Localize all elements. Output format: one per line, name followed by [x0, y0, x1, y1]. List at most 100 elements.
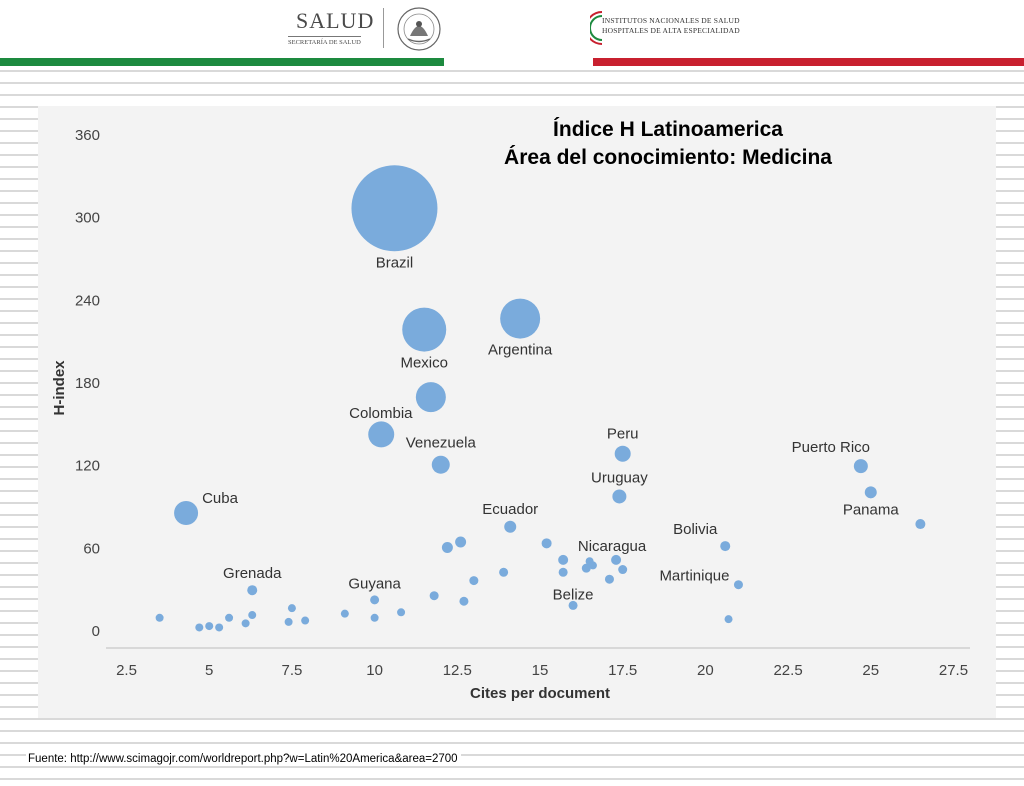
chart-panel: Brazil Mexico Argentina Colombia Venezuela Cu…	[38, 106, 996, 718]
data-point	[581, 563, 591, 573]
data-point	[287, 604, 296, 613]
stripe-gap	[444, 58, 593, 66]
x-tick-label: 22.5	[773, 662, 802, 679]
x-tick-label: 12.5	[443, 662, 472, 679]
data-point	[195, 623, 204, 632]
salud-logo: SALUD SECRETARÍA DE SALUD	[286, 6, 446, 52]
point-label: Cuba	[202, 490, 239, 507]
points-layer	[155, 165, 926, 632]
point-label: Guyana	[348, 575, 401, 592]
x-tick-label: 15	[532, 662, 549, 679]
data-point	[604, 574, 614, 584]
y-tick-label: 240	[75, 292, 100, 309]
x-ticks-layer: 2.5 5 7.5 10 12.5 15 17.5 20 22.5 25 27.5	[116, 662, 968, 679]
data-point	[618, 565, 628, 575]
data-point	[541, 538, 552, 549]
point-label: Puerto Rico	[792, 439, 870, 456]
x-tick-label: 10	[366, 662, 383, 679]
institutes-emblem-icon	[590, 11, 603, 45]
x-tick-label: 2.5	[116, 662, 137, 679]
red-stripe	[593, 58, 1024, 66]
x-axis-label: Cites per document	[470, 685, 610, 702]
data-point	[402, 307, 447, 352]
institutes-logo-line1: INSTITUTOS NACIONALES DE SALUD	[602, 16, 740, 25]
data-point	[284, 617, 293, 626]
data-point	[733, 580, 743, 590]
data-point	[499, 567, 509, 577]
data-point	[241, 619, 250, 628]
logo-divider	[383, 8, 384, 48]
chart-title: Índice H Latinoamerica Área del conocimi…	[428, 116, 908, 172]
scatter-plot: Brazil Mexico Argentina Colombia Venezuela Cu…	[51, 127, 970, 702]
data-point	[431, 455, 450, 474]
y-axis-label: H-index	[51, 360, 68, 416]
salud-logo-subtitle: SECRETARÍA DE SALUD	[288, 36, 361, 46]
point-label: Venezuela	[406, 435, 477, 452]
institutes-logo: INSTITUTOS NACIONALES DE SALUD HOSPITALE…	[590, 8, 790, 48]
chart-title-line1: Índice H Latinoamerica	[553, 118, 783, 141]
data-point	[568, 600, 578, 610]
chart-title-line2: Área del conocimiento: Medicina	[504, 146, 832, 169]
data-point	[370, 613, 379, 622]
data-point	[397, 608, 406, 617]
point-label: Peru	[607, 426, 639, 443]
y-tick-label: 60	[83, 540, 100, 557]
data-point	[205, 622, 214, 631]
data-point	[459, 596, 469, 606]
point-label: Argentina	[488, 342, 553, 359]
data-point	[174, 501, 199, 525]
point-label: Panama	[843, 501, 900, 518]
y-tick-label: 180	[75, 375, 100, 392]
point-label: Bolivia	[673, 521, 718, 538]
institutes-logo-line2: HOSPITALES DE ALTA ESPECIALIDAD	[602, 26, 740, 35]
y-ticks-layer: 0 60 120 180 240 300 360	[75, 127, 100, 640]
data-point	[853, 459, 868, 474]
x-tick-label: 5	[205, 662, 213, 679]
data-point	[864, 486, 877, 499]
x-tick-label: 25	[862, 662, 879, 679]
point-label: Belize	[553, 586, 594, 603]
data-point	[504, 520, 517, 533]
point-label: Ecuador	[482, 501, 538, 518]
data-point	[558, 567, 568, 577]
x-tick-label: 27.5	[939, 662, 968, 679]
data-point	[247, 585, 258, 596]
y-tick-label: 300	[75, 210, 100, 227]
data-point	[441, 541, 453, 553]
data-point	[415, 382, 446, 413]
data-point	[614, 445, 631, 462]
data-point	[612, 489, 627, 504]
data-point	[469, 576, 479, 586]
data-point	[225, 613, 234, 622]
data-point	[915, 519, 926, 530]
data-point	[720, 541, 731, 552]
data-point	[500, 298, 541, 339]
data-point	[558, 554, 569, 565]
point-label: Nicaragua	[578, 538, 647, 555]
source-note: Fuente: http://www.scimagojr.com/worldre…	[26, 752, 461, 766]
x-tick-label: 17.5	[608, 662, 637, 679]
data-point	[429, 591, 439, 601]
header-bar: SALUD SECRETARÍA DE SALUD INSTITUTOS NAC…	[0, 0, 1024, 58]
y-tick-label: 0	[92, 623, 100, 640]
point-label: Grenada	[223, 565, 282, 582]
point-label: Martinique	[659, 568, 729, 585]
data-point	[588, 561, 597, 570]
point-labels-layer: Brazil Mexico Argentina Colombia Venezuela Cu…	[202, 254, 899, 603]
data-point	[455, 536, 467, 548]
data-point	[215, 623, 224, 632]
y-tick-label: 360	[75, 127, 100, 144]
salud-logo-word: SALUD	[296, 8, 375, 33]
mexico-seal-icon	[397, 7, 441, 51]
data-point	[368, 421, 395, 448]
data-point	[155, 613, 164, 622]
y-tick-label: 120	[75, 458, 100, 475]
point-label: Uruguay	[591, 469, 648, 486]
x-tick-label: 7.5	[281, 662, 302, 679]
x-tick-label: 20	[697, 662, 714, 679]
data-point	[370, 595, 380, 605]
data-point	[724, 615, 733, 624]
green-stripe	[0, 58, 444, 66]
point-label: Mexico	[400, 355, 448, 372]
point-label: Colombia	[349, 405, 413, 422]
